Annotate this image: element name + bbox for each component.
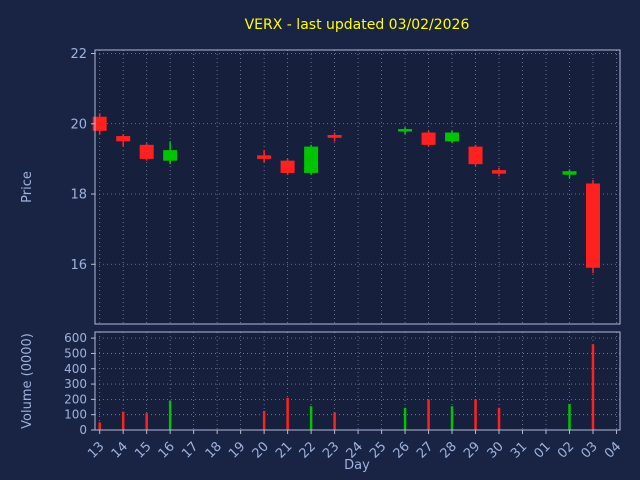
volume-tick-label: 100 — [64, 408, 87, 422]
volume-bar — [145, 413, 148, 430]
price-tick-label: 16 — [70, 258, 87, 273]
candle-body — [492, 170, 507, 174]
candle-body — [327, 135, 342, 138]
candle-body — [116, 136, 131, 142]
chart-title: VERX - last updated 03/02/2026 — [245, 17, 470, 33]
volume-tick-label: 0 — [79, 423, 87, 437]
candle-body — [92, 116, 107, 131]
volume-panel-background — [95, 332, 620, 430]
volume-tick-label: 300 — [64, 377, 87, 391]
volume-bar — [98, 422, 101, 430]
volume-axis-label: Volume (0000) — [20, 333, 35, 429]
volume-tick-label: 600 — [64, 331, 87, 345]
price-panel-background — [95, 50, 620, 324]
volume-tick-label: 500 — [64, 346, 87, 360]
volume-bar — [427, 399, 430, 430]
volume-bar — [286, 397, 289, 430]
volume-bar — [121, 411, 125, 430]
volume-panel-spine — [94, 331, 621, 431]
volume-bar — [591, 344, 595, 430]
candle-body — [585, 183, 600, 268]
x-axis-label: Day — [344, 458, 370, 473]
candle-body — [562, 171, 577, 175]
volume-bar — [333, 412, 336, 430]
price-panel-spine — [94, 49, 621, 325]
volume-bar — [168, 400, 172, 430]
price-axis-label: Price — [20, 171, 35, 203]
volume-bar — [309, 406, 313, 430]
candle-body — [304, 146, 319, 173]
candle-body — [139, 144, 154, 159]
price-tick-label: 22 — [70, 47, 87, 62]
candle-body — [445, 132, 460, 142]
volume-bar — [474, 399, 477, 430]
candle-body — [163, 150, 178, 161]
volume-bar — [568, 403, 571, 430]
candle-body — [468, 146, 483, 165]
candle-body — [257, 155, 272, 159]
candle-body — [421, 132, 436, 145]
volume-bar — [497, 407, 501, 430]
price-tick-label: 18 — [70, 188, 87, 203]
volume-bar — [262, 410, 266, 430]
volume-bar — [450, 406, 454, 430]
candle-body — [398, 129, 413, 132]
volume-tick-label: 400 — [64, 362, 87, 376]
price-tick-label: 20 — [70, 117, 87, 132]
volume-tick-label: 200 — [64, 392, 87, 406]
volume-bar — [403, 407, 407, 430]
candle-body — [280, 160, 295, 173]
